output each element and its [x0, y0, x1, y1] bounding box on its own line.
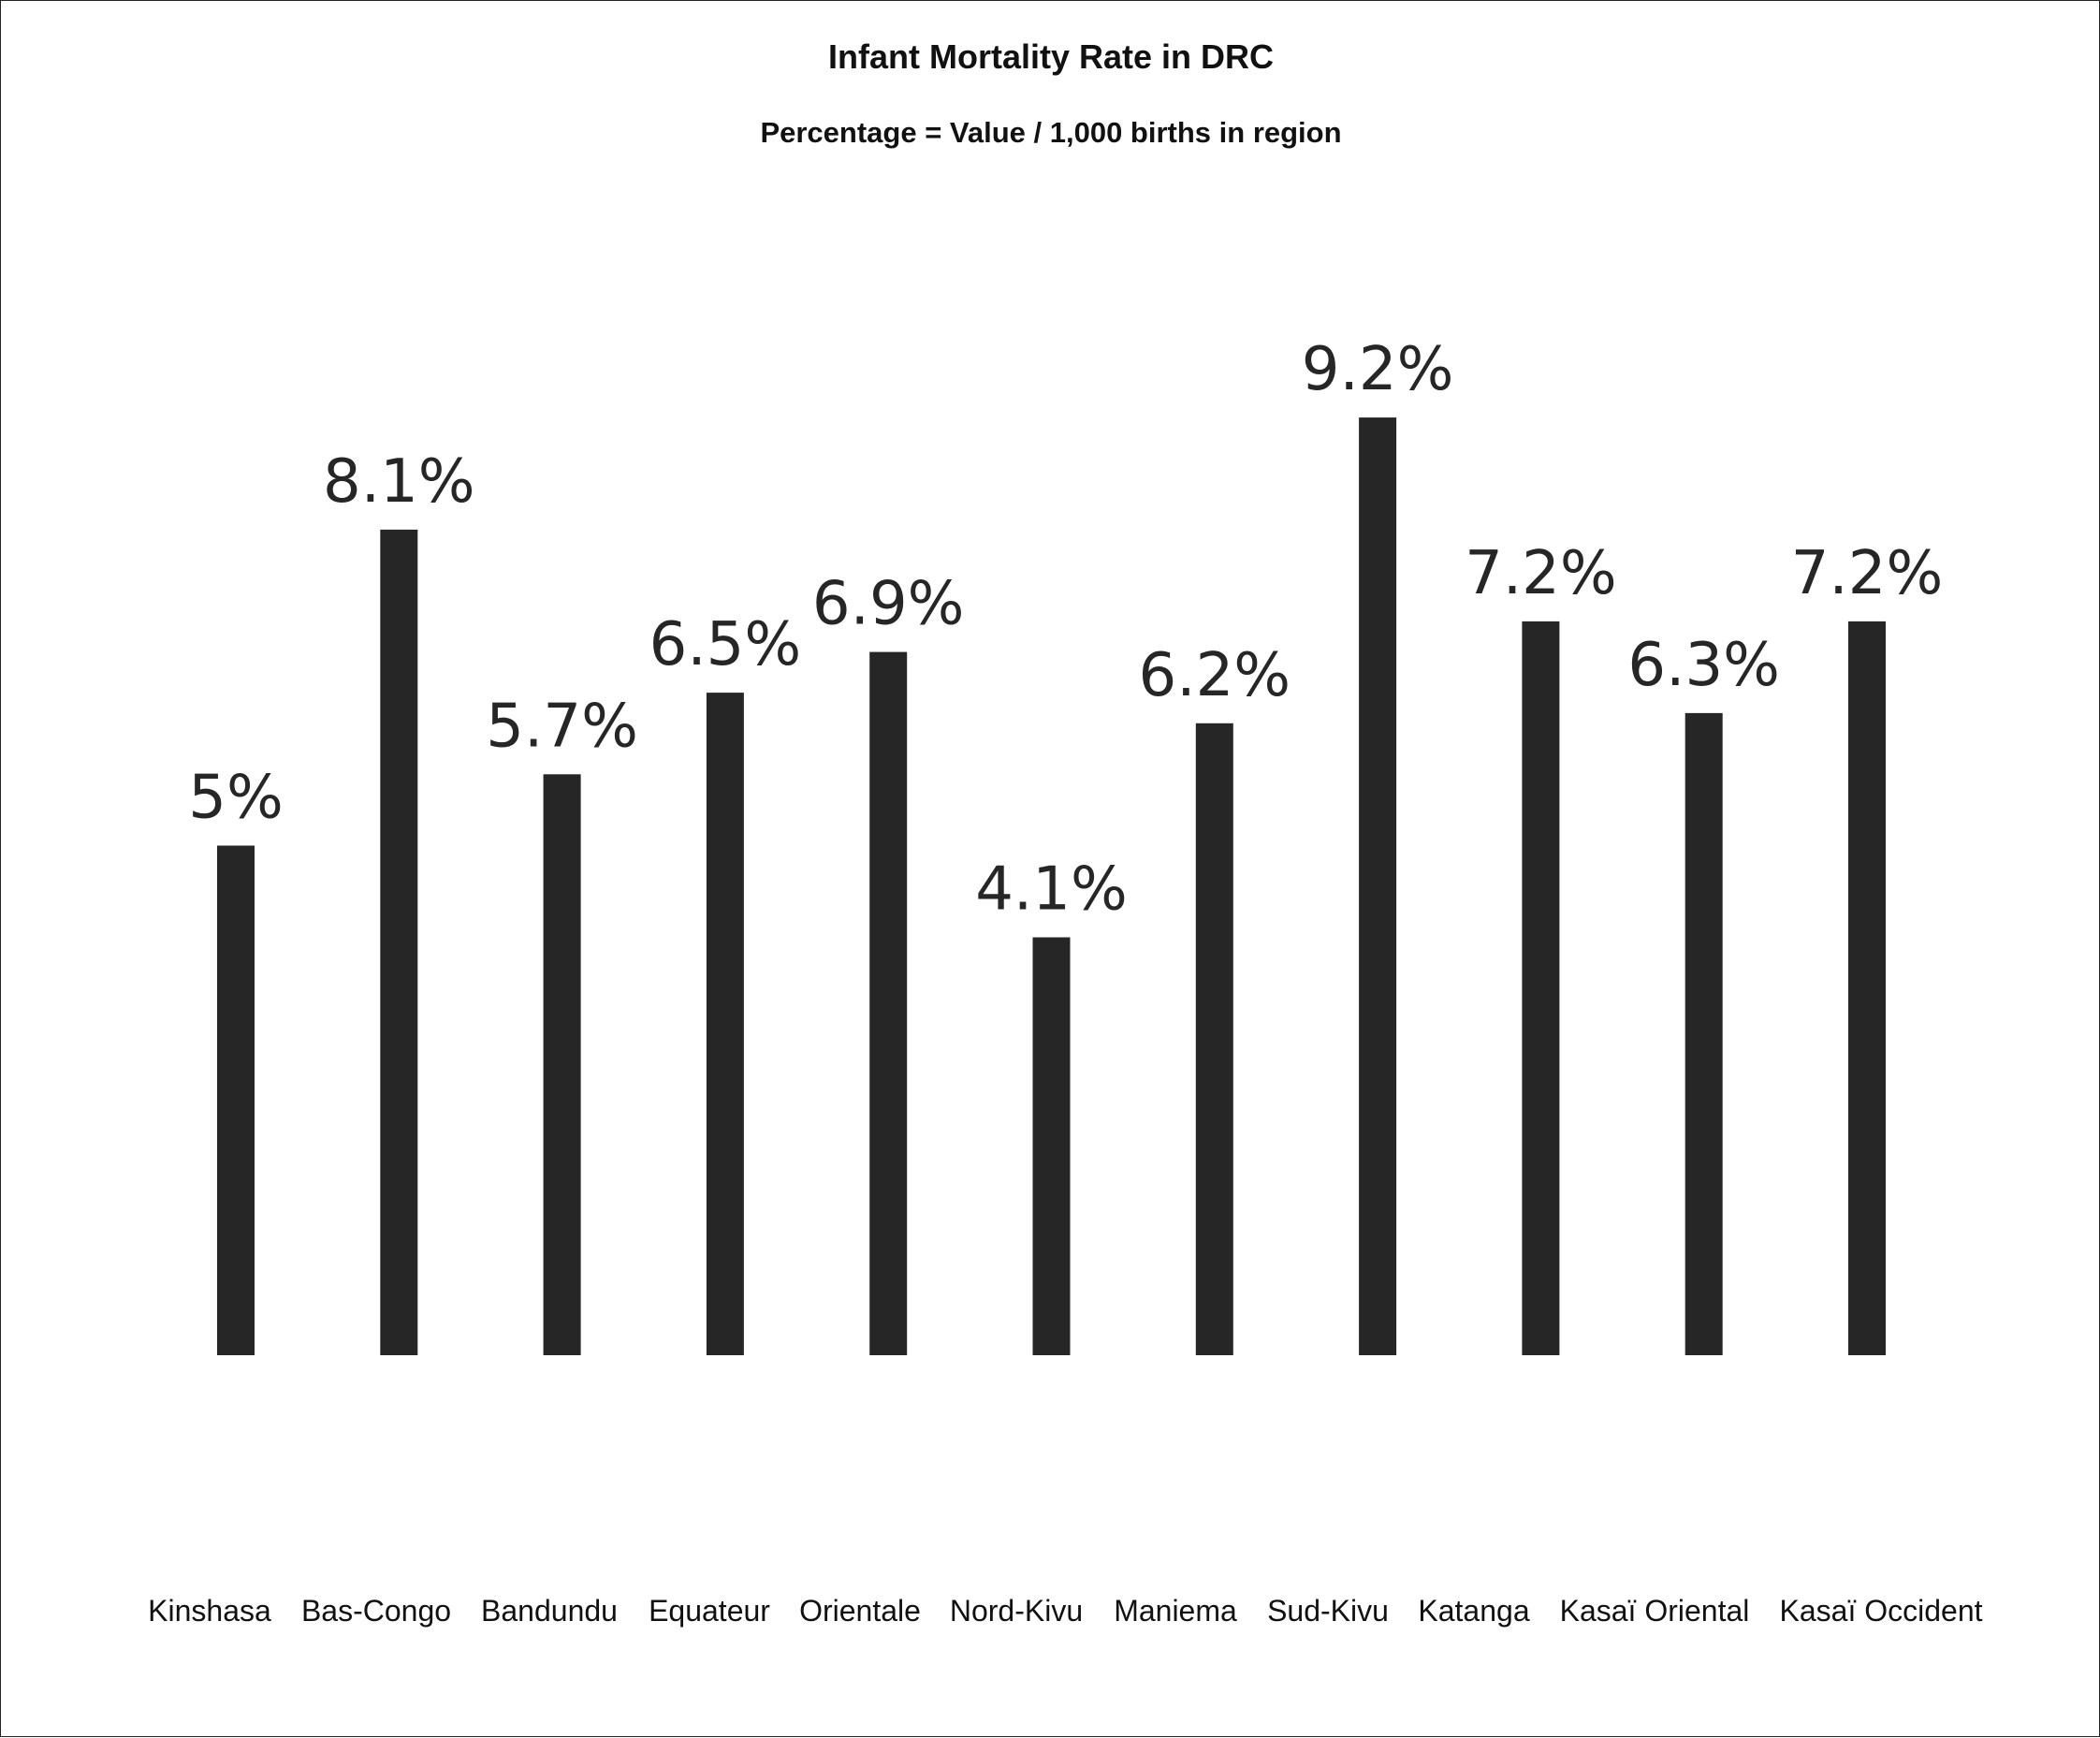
category-label: Kinshasa	[148, 1594, 271, 1628]
category-label: Maniema	[1114, 1594, 1237, 1628]
bar-orientale	[869, 651, 908, 1355]
category-label: Equateur	[649, 1594, 770, 1628]
bar-nord-kivu	[1032, 937, 1071, 1355]
bar-maniema	[1195, 723, 1233, 1355]
category-label: Orientale	[799, 1594, 921, 1628]
bar-kasa-oriental	[1684, 712, 1723, 1355]
bar-katanga	[1522, 621, 1560, 1355]
chart-subtitle: Percentage = Value / 1,000 births in reg…	[760, 116, 1341, 149]
data-label: 5.7%	[486, 692, 638, 761]
data-label: 9.2%	[1302, 335, 1454, 404]
category-labels-layer: Kinshasa Bas-Congo Bandundu Equateur Orienta…	[148, 1594, 1982, 1628]
data-label: 7.2%	[1465, 539, 1617, 608]
data-label: 5%	[188, 764, 284, 833]
chart-title: Infant Mortality Rate in DRC	[828, 37, 1274, 76]
bar-kinshasa	[217, 845, 255, 1355]
data-label: 6.9%	[812, 570, 965, 639]
bar-kasa-occident	[1848, 621, 1886, 1355]
bar-sud-kivu	[1359, 417, 1397, 1356]
bar-equateur	[706, 693, 744, 1355]
data-label: 6.3%	[1627, 631, 1780, 700]
category-label: Kasaï Oriental	[1560, 1594, 1750, 1628]
data-labels-layer: 5% 8.1% 5.7%6.5%6.9% 4.1% 6.2% 9.2% 7.2%6.3%7.…	[188, 335, 1943, 924]
data-label: 4.1%	[975, 855, 1128, 925]
category-label: Bandundu	[481, 1594, 618, 1628]
data-label: 7.2%	[1791, 539, 1944, 608]
category-label: Sud-Kivu	[1267, 1594, 1389, 1628]
data-label: 8.1%	[323, 447, 475, 517]
data-label: 6.5%	[649, 610, 802, 679]
category-label: Katanga	[1418, 1594, 1529, 1628]
bars-layer	[217, 417, 1886, 1356]
category-label: Bas-Congo	[301, 1594, 451, 1628]
bar-bandundu	[543, 774, 581, 1355]
bar-bas-congo	[380, 529, 418, 1355]
category-label: Nord-Kivu	[950, 1594, 1083, 1628]
category-label: Kasaï Occident	[1780, 1594, 1983, 1628]
data-label: 6.2%	[1139, 641, 1291, 710]
